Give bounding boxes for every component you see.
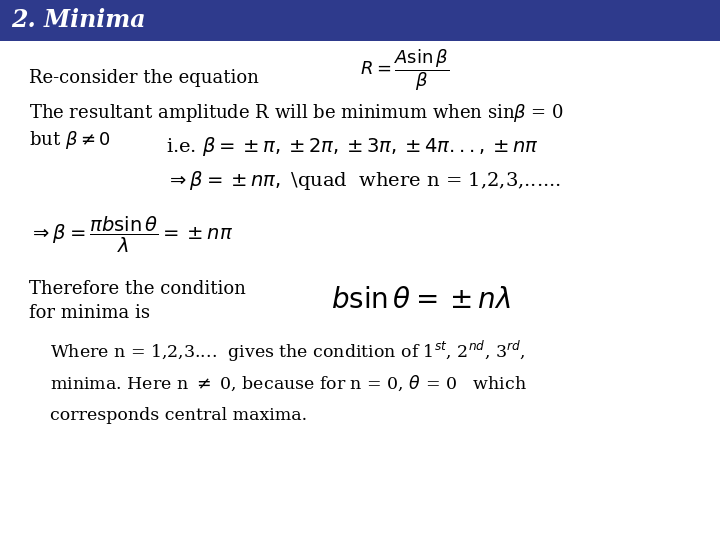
Text: Where n = 1,2,3....  gives the condition of 1$^{st}$, 2$^{nd}$, 3$^{rd}$,: Where n = 1,2,3.... gives the condition … bbox=[50, 339, 526, 363]
Text: $\Rightarrow \beta = \dfrac{\pi b\sin\theta}{\lambda} = \pm n\pi$: $\Rightarrow \beta = \dfrac{\pi b\sin\th… bbox=[29, 215, 233, 255]
Text: 2. Minima: 2. Minima bbox=[11, 8, 145, 32]
Text: i.e. $\beta = \pm\pi,\pm2\pi,\pm3\pi,\pm4\pi...,\pm n\pi$: i.e. $\beta = \pm\pi,\pm2\pi,\pm3\pi,\pm… bbox=[166, 136, 539, 158]
Text: $R = \dfrac{A\sin\beta}{\beta}$: $R = \dfrac{A\sin\beta}{\beta}$ bbox=[360, 48, 449, 93]
Text: Re-consider the equation: Re-consider the equation bbox=[29, 69, 258, 87]
Text: $\Rightarrow \beta = \pm n\pi,$ \quad  where n = 1,2,3,......: $\Rightarrow \beta = \pm n\pi,$ \quad wh… bbox=[166, 170, 561, 192]
Text: The resultant amplitude R will be minimum when sin$\beta$ = 0: The resultant amplitude R will be minimu… bbox=[29, 103, 564, 124]
Text: corresponds central maxima.: corresponds central maxima. bbox=[50, 407, 307, 424]
Bar bbox=[0, 0, 720, 40]
Text: minima. Here n $\neq$ 0, because for n = 0, $\theta$ = 0   which: minima. Here n $\neq$ 0, because for n =… bbox=[50, 374, 527, 393]
Text: $b\sin\theta = \pm n\lambda$: $b\sin\theta = \pm n\lambda$ bbox=[331, 287, 511, 314]
Text: for minima is: for minima is bbox=[29, 304, 150, 322]
Text: but $\beta \neq 0$: but $\beta \neq 0$ bbox=[29, 130, 111, 151]
Text: Therefore the condition: Therefore the condition bbox=[29, 280, 246, 298]
